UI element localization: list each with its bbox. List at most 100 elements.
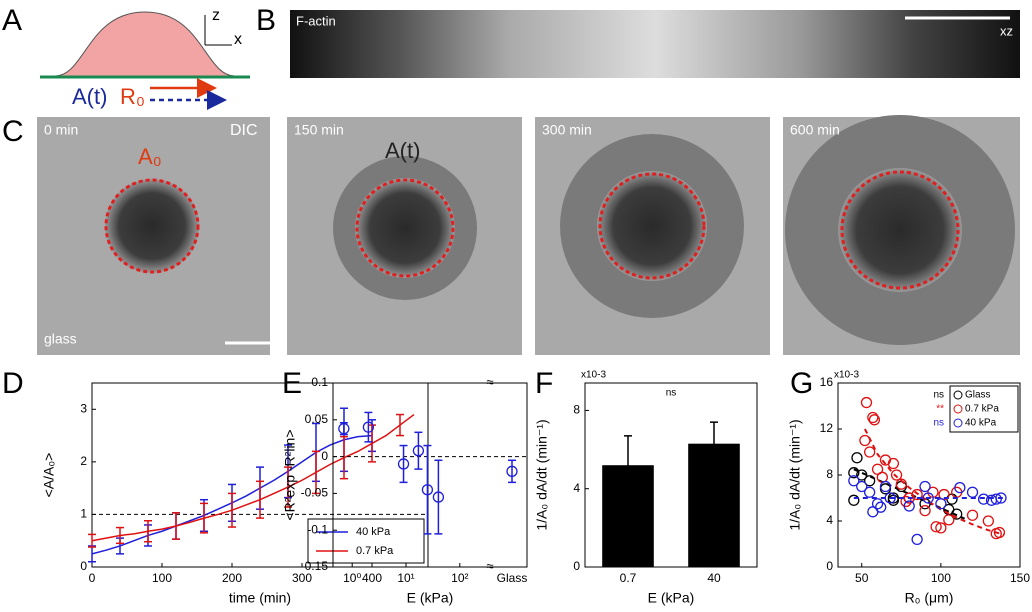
x-tick-label: 200: [222, 571, 242, 585]
axis-multiplier: x10-3: [581, 370, 606, 381]
y-tick-label: 0: [321, 449, 328, 463]
axis-break: ≈: [486, 374, 493, 389]
x-tick-label: 0.7: [620, 571, 637, 585]
data-point: [848, 467, 860, 479]
y-axis-label: 1/A₀ dA/dt (min⁻¹): [534, 419, 550, 530]
data-point: [338, 422, 350, 435]
significance: ns: [933, 418, 944, 429]
data-point: [506, 465, 518, 477]
time-label: 150 min: [294, 122, 344, 138]
x-tick-label: 10¹: [397, 571, 414, 585]
y-tick-label: 3: [80, 401, 87, 415]
y-tick-label: 12: [820, 421, 834, 435]
view-label: xz: [1000, 23, 1013, 38]
data-point: [876, 471, 888, 483]
y-tick-label: 4: [826, 513, 833, 527]
data-point: [922, 492, 934, 504]
x-tick-label: 50: [855, 571, 869, 585]
x-tick-label: Glass: [497, 571, 528, 585]
fit-line: [853, 468, 966, 520]
x-tick-label: 300: [292, 571, 312, 585]
data-point: [860, 396, 873, 409]
data-point: [412, 445, 425, 457]
y-tick-label: 0: [826, 559, 833, 573]
legend-label: 0.7 kPa: [356, 545, 394, 557]
contour: [840, 170, 960, 290]
time-label: 600 min: [790, 122, 840, 138]
contour: [598, 172, 706, 280]
legend-label: 40 kPa: [356, 526, 391, 538]
significance: ns: [933, 390, 944, 401]
data-point: [951, 508, 963, 520]
data-point: [864, 475, 876, 487]
image-row: 0 min DIC A₀ glass 150 min A(t) 300 min …: [37, 115, 1020, 355]
x-axis-label: E (kPa): [407, 590, 454, 606]
cell-dome: [54, 11, 236, 77]
data-point: [890, 469, 903, 481]
cell: [838, 168, 962, 292]
data-point: [856, 480, 868, 493]
x-axis-label: E (kPa): [648, 590, 695, 606]
axis-x: x: [234, 31, 242, 48]
panel-label: G: [790, 367, 813, 400]
y-axis-label: <A/A₀>: [41, 453, 57, 498]
data-point: [993, 526, 1006, 539]
time-label: 300 min: [542, 122, 592, 138]
y-tick-label: 4: [573, 481, 580, 495]
substrate-label: glass: [44, 331, 77, 347]
data-point: [864, 486, 876, 498]
data-point: [879, 480, 892, 493]
panel-label: B: [256, 4, 276, 37]
x-tick-label: 400: [362, 571, 382, 585]
y-tick-label: 16: [820, 375, 834, 389]
x-tick-label: 0: [89, 571, 96, 585]
fit-line: [864, 428, 1005, 536]
data-point: [879, 483, 892, 495]
y-axis-label: <R²exp -R²lin>: [282, 429, 298, 520]
data-point: [859, 434, 871, 447]
annotation: ns: [666, 388, 677, 399]
legend-marker: [953, 404, 963, 414]
data-point: [982, 515, 994, 527]
significance: **: [936, 404, 944, 415]
y-tick-label: 8: [826, 467, 833, 481]
cell: [355, 178, 455, 278]
data-point: [868, 414, 881, 426]
data-point: [919, 504, 931, 517]
panel-label: D: [2, 367, 24, 400]
legend-box: [949, 385, 1019, 433]
axis-z: z: [212, 7, 220, 24]
data-point: [990, 493, 1002, 505]
data-point: [887, 494, 900, 506]
actin-image: [290, 10, 1020, 78]
data-point: [421, 484, 434, 496]
legend-marker: [953, 390, 963, 400]
data-point: [432, 491, 445, 503]
plot-frame: [584, 382, 758, 568]
legend-label: Glass: [965, 390, 991, 401]
x-axis-label: R₀ (μm): [905, 590, 954, 606]
legend-marker: [953, 418, 963, 428]
image-label: F-actin: [296, 13, 336, 28]
data-point: [884, 492, 896, 504]
contour: [104, 178, 200, 274]
series-line: [91, 413, 415, 542]
y-axis-label: 1/A₀ dA/dt (min⁻¹): [787, 419, 803, 530]
x-tick-label: 40: [707, 571, 721, 585]
x-tick-label: 10²: [451, 571, 468, 585]
data-point: [848, 475, 860, 487]
data-point: [995, 492, 1007, 504]
data-point: [397, 458, 410, 470]
data-point: [954, 481, 966, 494]
panel-label: F: [535, 367, 553, 400]
y-tick-label: -0.15: [301, 559, 329, 573]
data-point: [977, 493, 990, 505]
data-point: [864, 446, 876, 458]
data-point: [966, 509, 979, 521]
radius-label: R₀: [120, 84, 145, 109]
legend-label: 0.7 kPa: [965, 404, 999, 415]
cell: [597, 171, 707, 281]
contour-label: A(t): [385, 138, 420, 163]
mode-label: DIC: [230, 122, 258, 139]
